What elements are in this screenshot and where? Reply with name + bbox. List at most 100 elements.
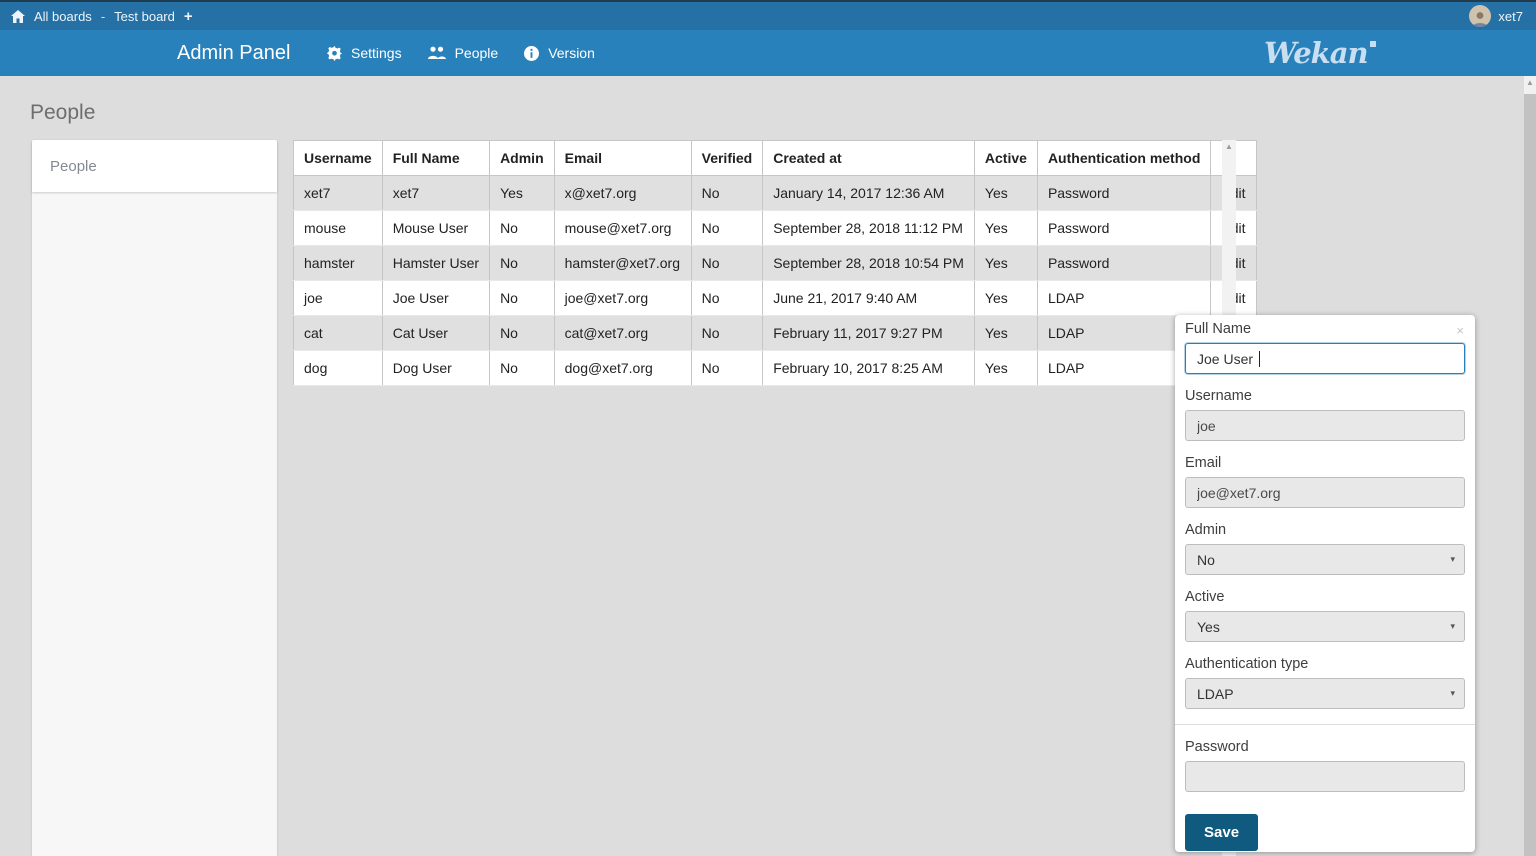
table-cell: cat (293, 315, 383, 351)
admin-select-value: No (1197, 551, 1215, 568)
admin-select[interactable]: No ▾ (1185, 544, 1465, 575)
panel-divider (1175, 724, 1475, 725)
nav-item-settings[interactable]: Settings (314, 30, 415, 76)
table-cell: Yes (974, 210, 1038, 246)
breadcrumb-separator: - (100, 8, 106, 24)
column-header: Username (293, 140, 383, 176)
table-cell: Yes (974, 245, 1038, 281)
active-select-value: Yes (1197, 618, 1220, 635)
nav-item-label: Settings (351, 45, 402, 61)
people-table-container: Username Full Name Admin Email Verified Creat… (293, 140, 1257, 386)
table-cell: No (489, 350, 555, 386)
table-cell: No (691, 280, 764, 316)
table-cell: mouse (293, 210, 383, 246)
breadcrumb: All boards - Test board + (0, 8, 193, 25)
top-bar: All boards - Test board + xet7 (0, 0, 1536, 30)
table-cell: joe (293, 280, 383, 316)
page-scrollbar[interactable]: ▲ (1524, 76, 1536, 856)
active-label: Active (1185, 589, 1225, 605)
table-cell: xet7 (293, 175, 383, 211)
table-cell: No (691, 245, 764, 281)
username-label: Username (1185, 388, 1252, 404)
table-cell: Password (1037, 210, 1212, 246)
column-header: Created at (762, 140, 975, 176)
table-cell: hamster@xet7.org (554, 245, 692, 281)
table-row: joe Joe User No joe@xet7.org No June 21, 2017… (293, 280, 1257, 316)
dropdown-arrow-icon: ▾ (1450, 688, 1455, 698)
table-header-row: Username Full Name Admin Email Verified Creat… (293, 140, 1257, 176)
email-input[interactable] (1185, 477, 1465, 508)
table-cell: June 21, 2017 9:40 AM (762, 280, 975, 316)
admin-header: Admin Panel Settings People Version Weka… (0, 30, 1536, 76)
auth-type-select-value: LDAP (1197, 685, 1234, 702)
scroll-up-icon[interactable]: ▲ (1526, 78, 1534, 87)
table-cell: Yes (974, 350, 1038, 386)
table-row: mouse Mouse User No mouse@xet7.org No Septemb… (293, 210, 1257, 246)
admin-nav: Settings People Version (314, 30, 608, 76)
breadcrumb-board-name[interactable]: Test board (114, 8, 175, 24)
table-row: xet7 xet7 Yes x@xet7.org No January 14, 2017 … (293, 175, 1257, 211)
table-cell: Joe User (382, 280, 491, 316)
table-cell: No (691, 175, 764, 211)
wekan-logo-mark (1369, 41, 1376, 47)
nav-item-version[interactable]: Version (511, 30, 608, 76)
scrollbar-thumb[interactable] (1524, 94, 1536, 856)
table-cell: No (489, 245, 555, 281)
column-header: Active (974, 140, 1038, 176)
gear-icon (327, 45, 342, 61)
wekan-logo[interactable]: Wekan (1264, 30, 1376, 76)
dropdown-arrow-icon: ▾ (1450, 554, 1455, 564)
close-icon[interactable]: × (1456, 323, 1464, 338)
column-header: Verified (691, 140, 764, 176)
page-title: People (30, 101, 96, 124)
edit-user-panel: × Full Name Username Email Admin No ▾ Ac… (1175, 315, 1475, 852)
table-cell: February 10, 2017 8:25 AM (762, 350, 975, 386)
column-header: Admin (489, 140, 555, 176)
table-cell: Cat User (382, 315, 491, 351)
table-cell: Password (1037, 245, 1212, 281)
email-label: Email (1185, 455, 1222, 471)
table-cell: No (691, 315, 764, 351)
page-header-title: Admin Panel (177, 41, 291, 64)
table-cell: LDAP (1037, 280, 1212, 316)
table-cell: Yes (489, 175, 555, 211)
save-button[interactable]: Save (1185, 814, 1259, 851)
table-cell: Yes (974, 315, 1038, 351)
table-cell: joe@xet7.org (554, 280, 692, 316)
table-cell: September 28, 2018 11:12 PM (762, 210, 975, 246)
info-icon (524, 45, 540, 61)
table-cell: Yes (974, 280, 1038, 316)
username-input[interactable] (1185, 410, 1465, 441)
table-cell: Hamster User (382, 245, 491, 281)
wekan-logo-text: Wekan (1264, 36, 1369, 70)
breadcrumb-all-boards[interactable]: All boards (34, 8, 92, 24)
scroll-up-icon[interactable]: ▲ (1225, 142, 1233, 151)
sidebar-item-people[interactable]: People (32, 140, 277, 192)
full-name-input[interactable] (1185, 343, 1465, 374)
text-cursor (1259, 351, 1260, 367)
table-row: hamster Hamster User No hamster@xet7.org No S… (293, 245, 1257, 281)
home-icon[interactable] (11, 9, 25, 23)
user-avatar[interactable] (1469, 5, 1492, 27)
table-cell: February 11, 2017 9:27 PM (762, 315, 975, 351)
full-name-label: Full Name (1185, 321, 1252, 337)
add-board-button[interactable]: + (183, 7, 193, 25)
table-cell: xet7 (382, 175, 491, 211)
nav-item-people[interactable]: People (415, 30, 512, 76)
auth-type-select[interactable]: LDAP ▾ (1185, 678, 1465, 709)
table-cell: No (489, 280, 555, 316)
column-header: Email (554, 140, 692, 176)
admin-label: Admin (1185, 522, 1227, 538)
table-row: cat Cat User No cat@xet7.org No February 11, … (293, 315, 1257, 351)
active-select[interactable]: Yes ▾ (1185, 611, 1465, 642)
table-cell: Password (1037, 175, 1212, 211)
password-input[interactable] (1185, 761, 1465, 792)
table-cell: Yes (974, 175, 1038, 211)
table-cell: x@xet7.org (554, 175, 692, 211)
table-cell: September 28, 2018 10:54 PM (762, 245, 975, 281)
table-cell: dog (293, 350, 383, 386)
table-cell: No (489, 210, 555, 246)
user-menu[interactable]: xet7 (1469, 5, 1536, 27)
table-cell: cat@xet7.org (554, 315, 692, 351)
dropdown-arrow-icon: ▾ (1450, 621, 1455, 631)
